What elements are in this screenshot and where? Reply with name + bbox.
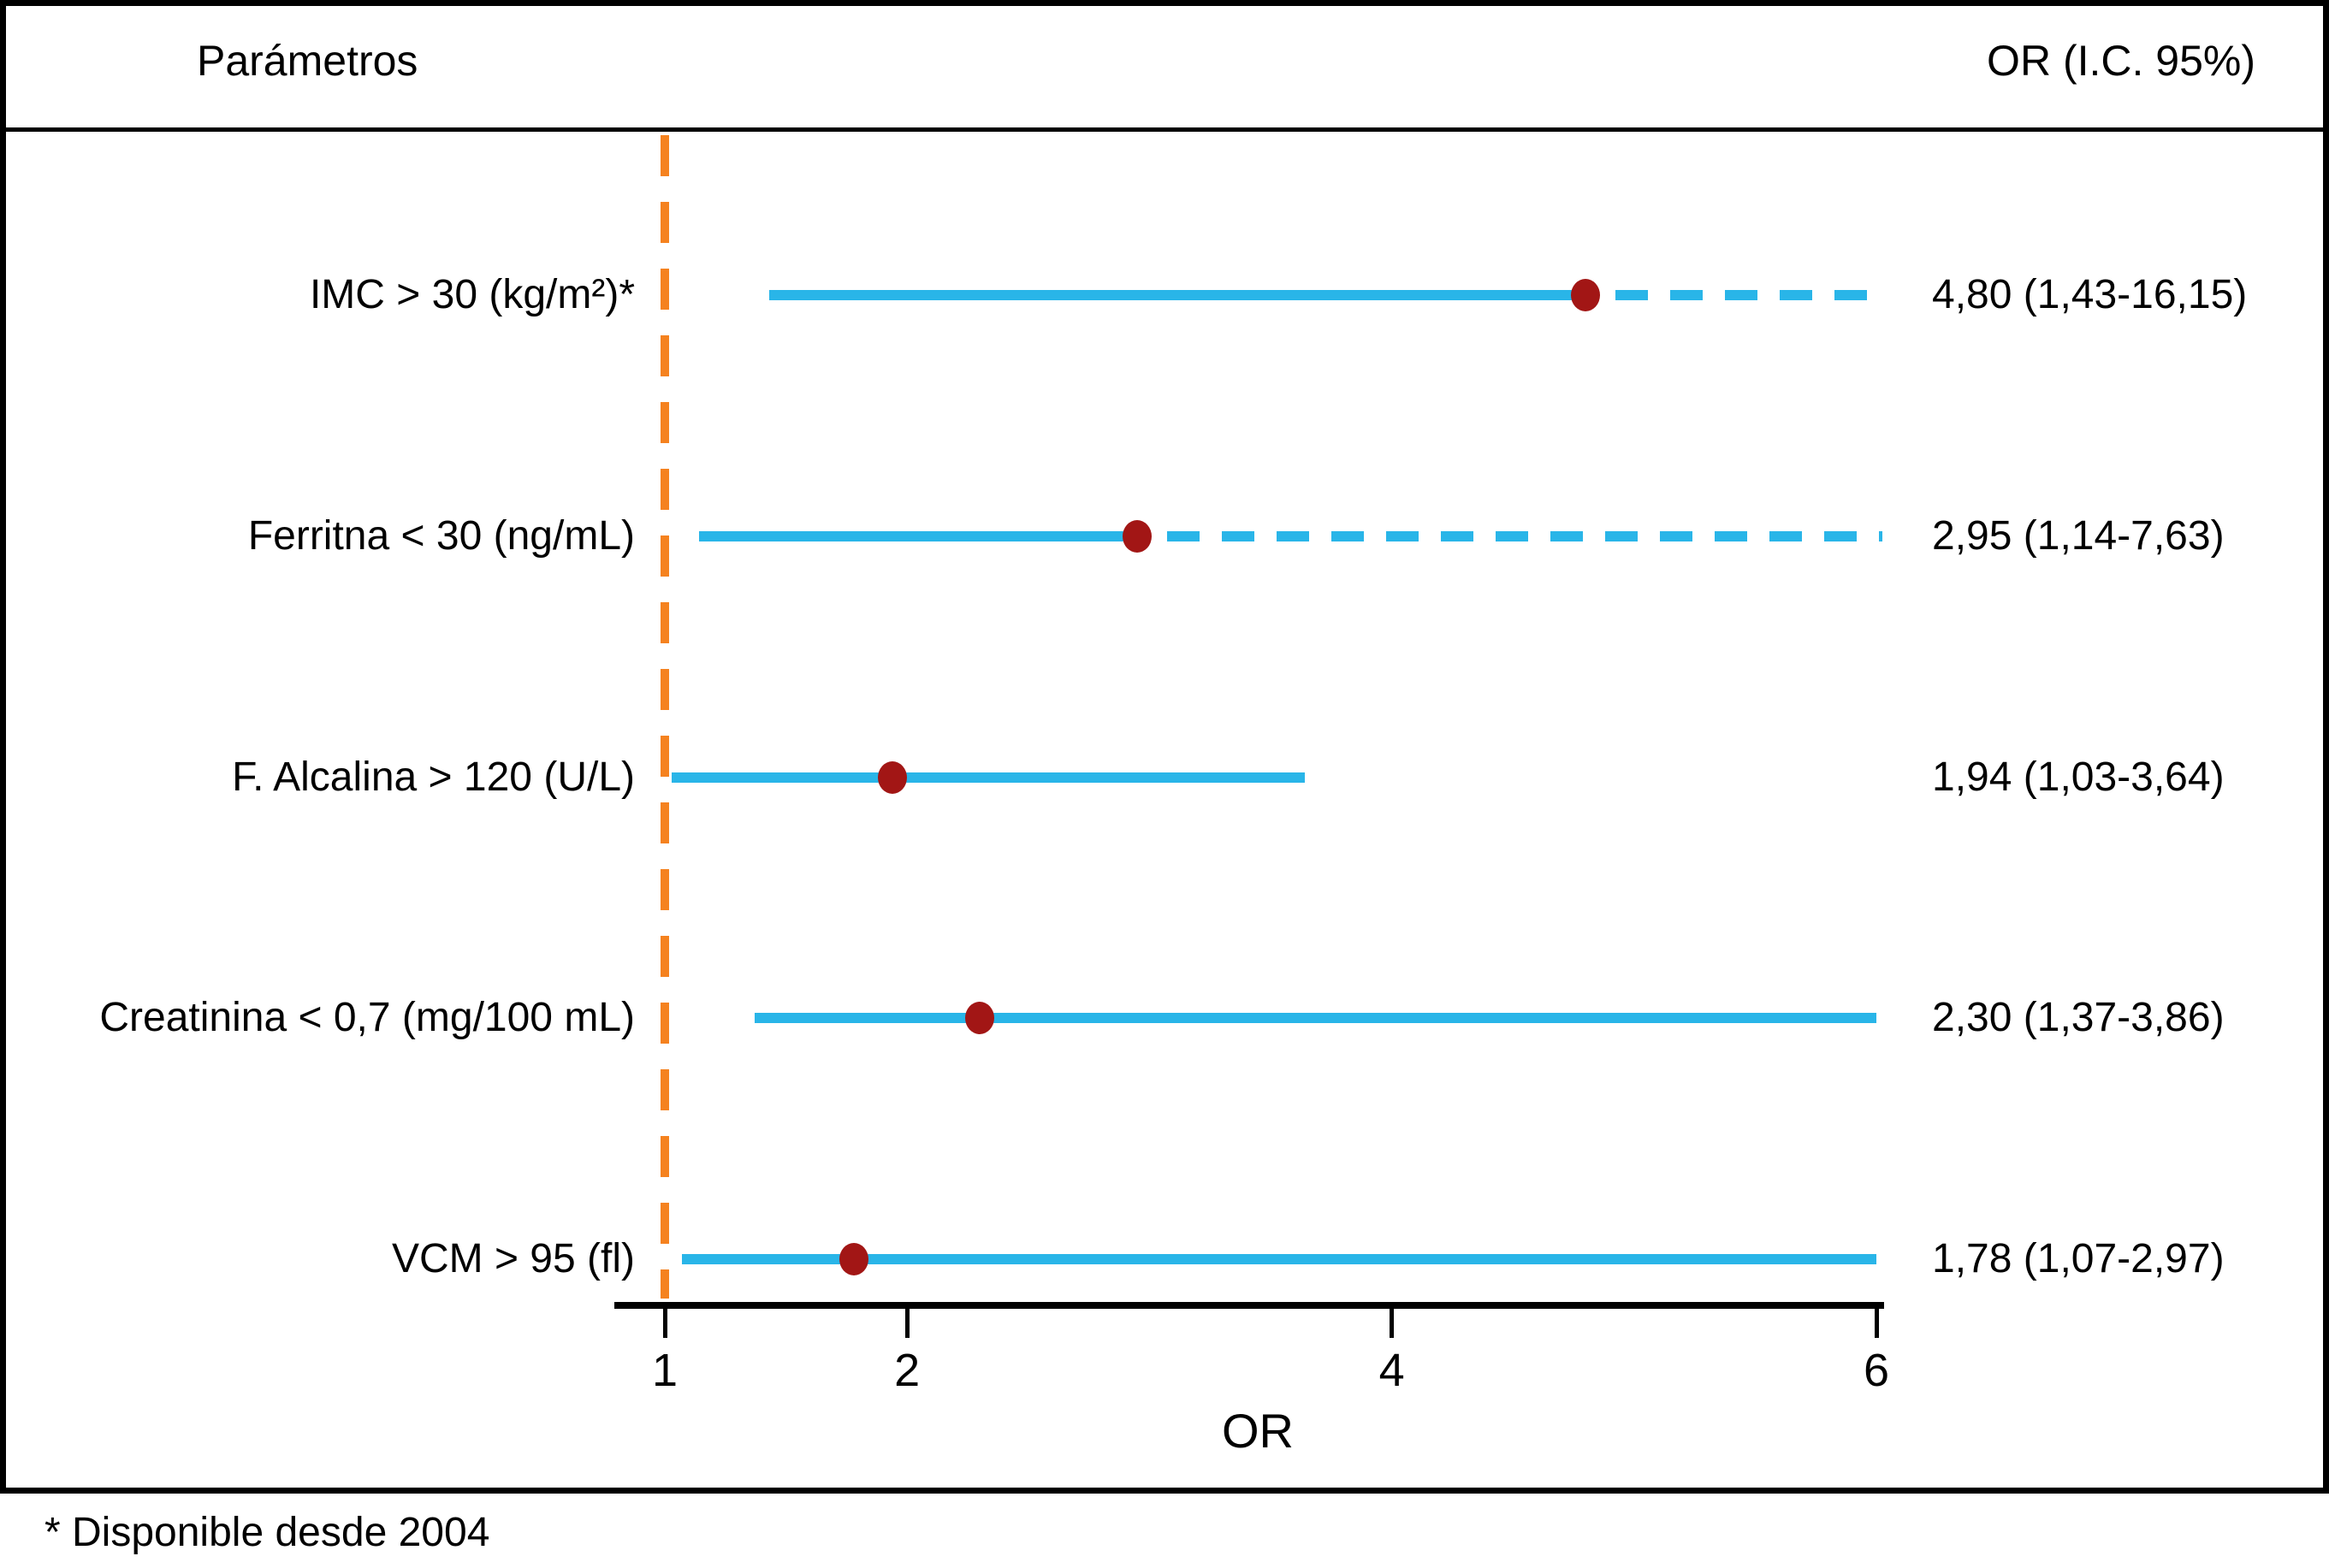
point-estimate-marker (1123, 519, 1153, 553)
x-axis-tick (1874, 1309, 1879, 1338)
header-divider (6, 127, 2323, 132)
ci-line-solid (681, 1254, 1876, 1264)
x-axis-tick (662, 1309, 667, 1338)
x-axis-tick (1390, 1309, 1395, 1338)
point-estimate-marker (1571, 279, 1601, 311)
reference-line-or-1 (661, 135, 669, 1299)
x-axis-line (614, 1302, 1884, 1309)
x-axis-tick-label: 4 (1378, 1345, 1405, 1396)
or-ci-value: 1,78 (1,07-2,97) (1932, 1236, 2225, 1281)
ci-line-solid (672, 772, 1305, 783)
or-ci-value: 2,95 (1,14-7,63) (1932, 512, 2225, 559)
row-label: VCM > 95 (fl) (391, 1236, 635, 1281)
row-label: IMC > 30 (kg/m²)* (309, 272, 635, 317)
footnote: * Disponible desde 2004 (44, 1510, 490, 1555)
column-header-or-ci: OR (I.C. 95%) (1987, 37, 2255, 85)
x-axis-tick-label: 2 (894, 1345, 921, 1396)
ci-line-solid (698, 530, 1138, 541)
row-label: Ferritna < 30 (ng/mL) (247, 512, 635, 559)
point-estimate-marker (965, 1002, 995, 1035)
x-axis-tick (904, 1309, 910, 1338)
row-label: F. Alcalina > 120 (U/L) (232, 754, 635, 800)
point-estimate-marker (839, 1243, 868, 1275)
ci-line-dashed-overflow (1167, 530, 1882, 541)
x-axis-title: OR (1222, 1404, 1294, 1458)
ci-line-solid (768, 290, 1586, 300)
or-ci-value: 2,30 (1,37-3,86) (1932, 995, 2225, 1041)
column-header-parameters: Parámetros (197, 37, 418, 85)
figure-border (0, 0, 2329, 1494)
point-estimate-marker (878, 760, 908, 794)
x-axis-tick-label: 6 (1863, 1345, 1890, 1396)
row-label: Creatinina < 0,7 (mg/100 mL) (99, 995, 635, 1041)
or-ci-value: 1,94 (1,03-3,64) (1932, 754, 2225, 800)
x-axis-tick-label: 1 (651, 1345, 679, 1396)
ci-line-dashed-overflow (1615, 290, 1882, 300)
or-ci-value: 4,80 (1,43-16,15) (1932, 272, 2248, 317)
ci-line-solid (754, 1013, 1876, 1024)
